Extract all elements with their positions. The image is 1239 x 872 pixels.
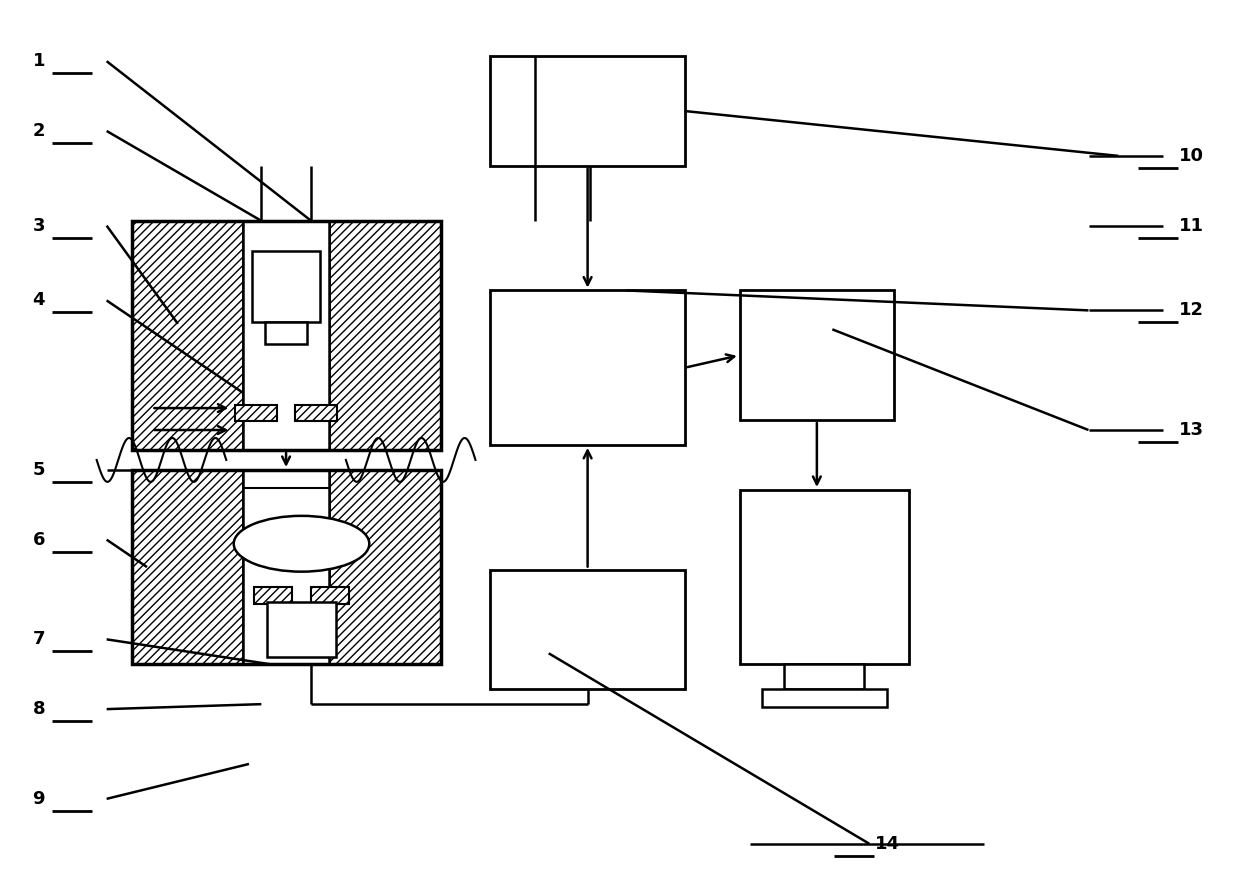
Bar [243, 470, 330, 664]
Text: 10: 10 [1178, 146, 1203, 165]
Bar [131, 470, 441, 664]
Text: 13: 13 [1178, 421, 1203, 439]
Text: 5: 5 [32, 461, 45, 479]
Text: 1: 1 [32, 52, 45, 71]
Text: 11: 11 [1178, 216, 1203, 235]
Bar [243, 221, 330, 450]
Bar [311, 587, 349, 604]
Text: 12: 12 [1178, 302, 1203, 319]
Text: 3: 3 [32, 216, 45, 235]
Text: 4: 4 [32, 291, 45, 310]
Bar [491, 290, 685, 445]
Bar [235, 405, 278, 421]
Bar [740, 290, 895, 420]
Text: 7: 7 [32, 630, 45, 649]
Bar [330, 221, 441, 450]
Text: 14: 14 [875, 835, 900, 853]
Text: 8: 8 [32, 700, 45, 719]
Text: 2: 2 [32, 122, 45, 140]
Text: 9: 9 [32, 790, 45, 807]
Bar [295, 405, 337, 421]
Bar [784, 664, 865, 689]
Bar [491, 56, 685, 166]
Bar [266, 602, 337, 657]
Bar [131, 221, 243, 450]
Bar [253, 250, 320, 323]
Bar [491, 569, 685, 689]
Bar [762, 689, 887, 707]
Ellipse shape [234, 516, 369, 572]
Bar [265, 323, 307, 344]
Bar [254, 587, 291, 604]
Bar [131, 470, 243, 664]
Bar [740, 490, 909, 664]
Text: 6: 6 [32, 531, 45, 548]
Bar [131, 221, 441, 450]
Bar [330, 470, 441, 664]
